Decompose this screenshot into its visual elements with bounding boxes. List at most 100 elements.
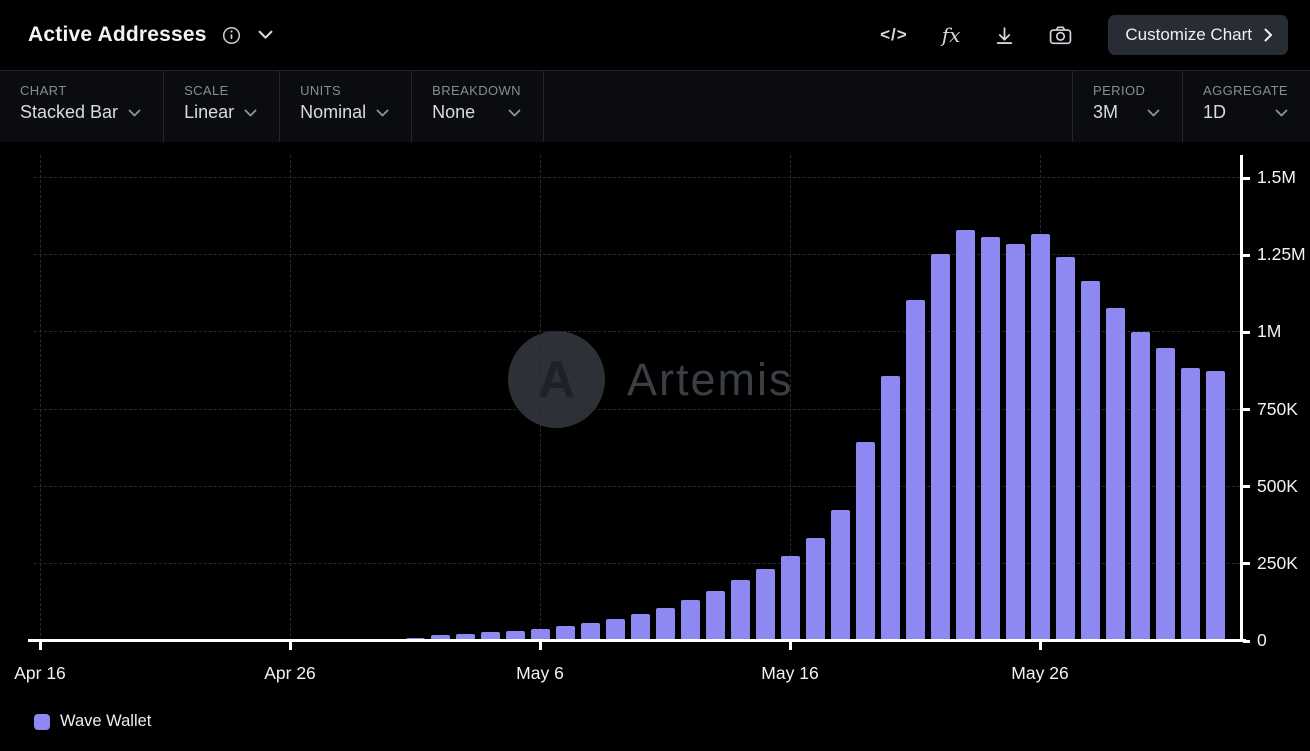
toolbar-spacer: [544, 71, 1072, 142]
bar[interactable]: [580, 623, 600, 641]
camera-screenshot-icon[interactable]: [1047, 23, 1074, 48]
y-axis-label: 0: [1257, 630, 1267, 650]
gridline-horizontal: [34, 562, 1240, 564]
gridline-vertical: [790, 155, 791, 641]
y-axis-label: 1.5M: [1257, 167, 1296, 187]
chart-toolbar: CHART Stacked Bar SCALE Linear UNITS Nom…: [0, 70, 1310, 142]
bar[interactable]: [780, 556, 800, 641]
plot-area: [34, 155, 1240, 641]
x-axis-label: Apr 16: [14, 663, 66, 683]
chevron-right-icon: [1264, 28, 1272, 42]
gridline-horizontal: [34, 408, 1240, 410]
y-axis-tick: [1243, 408, 1250, 411]
bar[interactable]: [955, 230, 975, 641]
chart-section: A Artemis 0 250K 500K 750K 1M 1.25M 1.5M Apr 16…: [0, 142, 1310, 751]
bar[interactable]: [555, 626, 575, 641]
bar[interactable]: [655, 607, 675, 641]
bar[interactable]: [605, 618, 625, 641]
control-period-value: 3M: [1093, 102, 1119, 122]
control-units: UNITS Nominal: [280, 71, 413, 142]
bar[interactable]: [980, 236, 1000, 641]
control-chart-type-select[interactable]: Stacked Bar: [20, 102, 141, 123]
bar[interactable]: [455, 633, 475, 641]
control-units-select[interactable]: Nominal: [300, 102, 389, 123]
bar[interactable]: [905, 299, 925, 641]
x-axis-label: May 6: [516, 663, 564, 683]
control-period-select[interactable]: 3M: [1093, 102, 1160, 123]
chevron-down-icon: [1147, 109, 1160, 117]
control-aggregate: AGGREGATE 1D: [1182, 71, 1310, 142]
bar[interactable]: [530, 628, 550, 641]
y-axis-label: 1.25M: [1257, 244, 1306, 265]
y-axis-tick: [1243, 176, 1250, 180]
gridline-horizontal: [34, 177, 1240, 178]
gridline-horizontal: [34, 254, 1240, 256]
gridline-vertical: [40, 155, 41, 641]
embed-code-icon[interactable]: </>: [878, 23, 910, 47]
y-axis-tick: [1243, 562, 1250, 566]
x-axis-tick: [288, 642, 292, 650]
gridline-vertical: [540, 155, 541, 641]
bar[interactable]: [1105, 307, 1125, 641]
control-breakdown: BREAKDOWN None: [412, 71, 544, 142]
y-axis-line: [1240, 155, 1243, 641]
bar[interactable]: [705, 590, 725, 641]
bar[interactable]: [930, 253, 950, 641]
bar[interactable]: [1155, 347, 1175, 641]
bar[interactable]: [805, 537, 825, 641]
y-axis-tick: [1243, 639, 1250, 643]
bar[interactable]: [430, 635, 450, 641]
bar[interactable]: [480, 632, 500, 641]
chevron-down-icon: [244, 109, 257, 117]
gridline-horizontal: [34, 485, 1240, 487]
legend-item-wave-wallet[interactable]: Wave Wallet: [34, 712, 151, 731]
y-axis-tick: [1243, 330, 1250, 334]
control-chart-type-label: CHART: [20, 83, 67, 98]
info-icon[interactable]: [220, 24, 243, 47]
bar[interactable]: [855, 441, 875, 641]
x-axis-tick: [788, 642, 792, 650]
customize-chart-label: Customize Chart: [1125, 25, 1252, 44]
formula-fx-icon[interactable]: fx: [941, 23, 961, 47]
page-title: Active Addresses: [28, 23, 207, 46]
bar[interactable]: [755, 569, 775, 641]
bar[interactable]: [1005, 244, 1025, 641]
control-scale-select[interactable]: Linear: [184, 102, 257, 123]
control-aggregate-label: AGGREGATE: [1203, 83, 1288, 98]
bar[interactable]: [1055, 256, 1075, 641]
control-period-label: PERIOD: [1093, 83, 1146, 98]
control-scale: SCALE Linear: [164, 71, 281, 142]
gridline-horizontal: [34, 331, 1240, 333]
bar[interactable]: [830, 509, 850, 641]
control-breakdown-select[interactable]: None: [432, 102, 521, 123]
x-axis-label: Apr 26: [264, 663, 316, 683]
bar[interactable]: [730, 579, 750, 641]
download-icon[interactable]: [992, 23, 1017, 48]
bar[interactable]: [1205, 370, 1225, 641]
control-scale-label: SCALE: [184, 83, 229, 98]
bar[interactable]: [1180, 367, 1200, 641]
bar[interactable]: [1130, 332, 1150, 641]
legend-label: Wave Wallet: [60, 712, 152, 730]
bar[interactable]: [630, 613, 650, 641]
control-scale-value: Linear: [184, 102, 235, 122]
bar[interactable]: [880, 375, 900, 641]
bar[interactable]: [505, 630, 525, 641]
legend-swatch: [34, 713, 50, 730]
y-axis-label: 250K: [1257, 552, 1298, 573]
y-axis-tick: [1243, 485, 1250, 489]
y-axis-tick: [1243, 253, 1250, 257]
bar[interactable]: [1080, 281, 1100, 641]
chevron-down-icon: [508, 109, 521, 117]
title-dropdown-chevron-icon[interactable]: [256, 28, 275, 42]
bar[interactable]: [1030, 233, 1050, 641]
x-axis-label: May 26: [1011, 663, 1069, 683]
bar[interactable]: [680, 599, 700, 641]
y-axis-label: 500K: [1257, 475, 1298, 496]
control-aggregate-select[interactable]: 1D: [1203, 102, 1288, 123]
y-axis-label: 1M: [1257, 321, 1282, 342]
gridline-vertical: [290, 155, 291, 641]
chevron-down-icon: [376, 109, 389, 117]
customize-chart-button[interactable]: Customize Chart: [1108, 15, 1288, 55]
